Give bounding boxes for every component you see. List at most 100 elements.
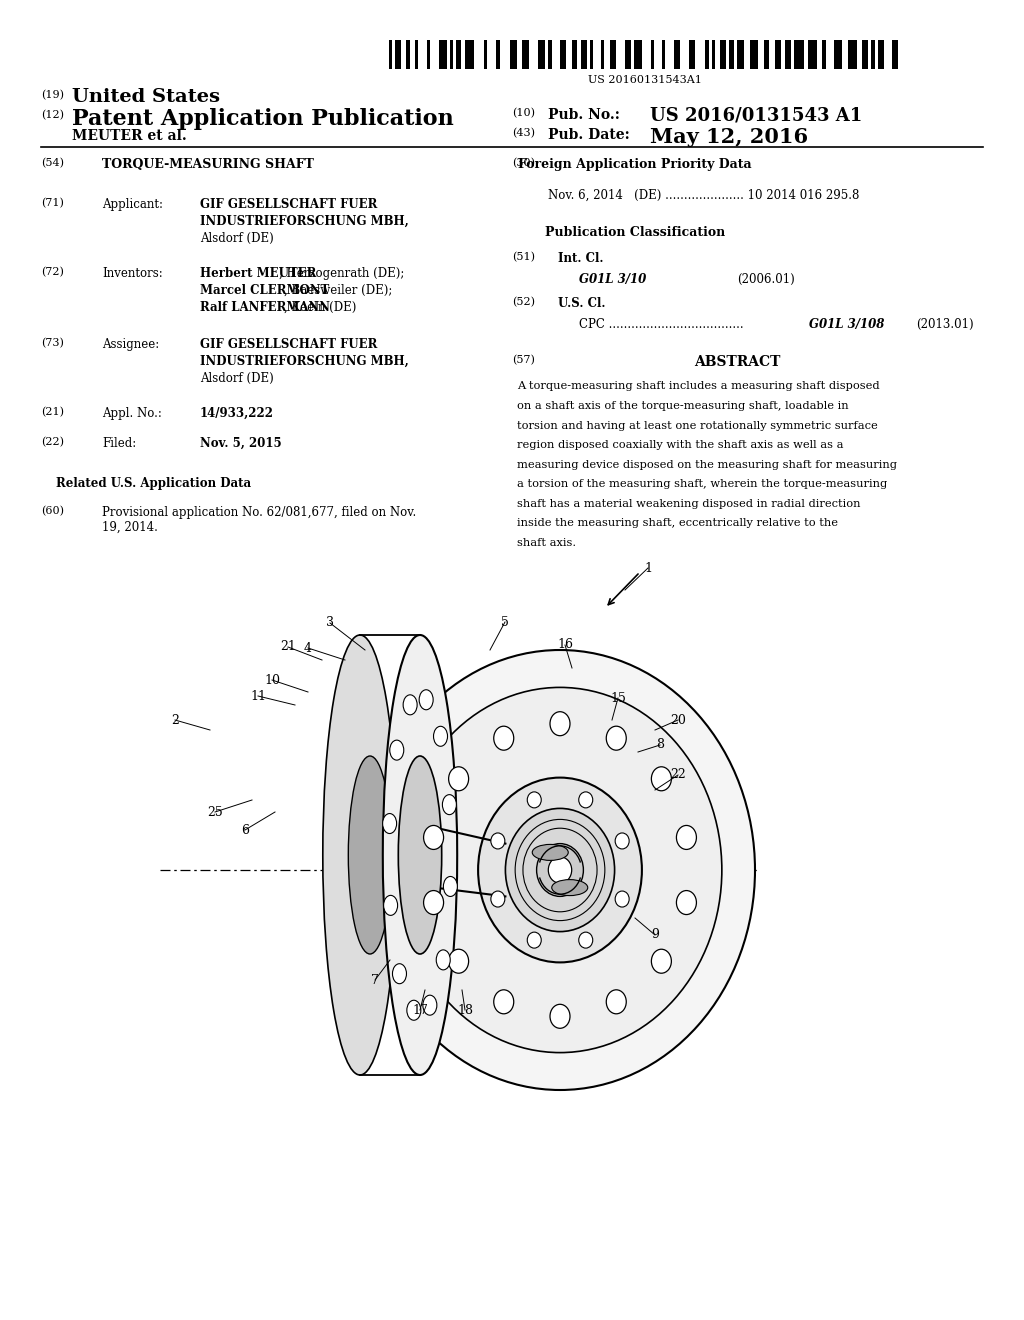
Text: (30): (30) — [512, 158, 535, 169]
Text: (21): (21) — [41, 407, 63, 417]
Bar — [590, 40, 593, 69]
Ellipse shape — [424, 891, 443, 915]
Ellipse shape — [478, 777, 642, 962]
Text: United States: United States — [72, 88, 220, 107]
Ellipse shape — [651, 767, 672, 791]
Text: , Herzogenrath (DE);: , Herzogenrath (DE); — [279, 267, 403, 280]
Bar — [764, 40, 769, 69]
Bar — [712, 40, 715, 69]
Text: 18: 18 — [457, 1003, 473, 1016]
Text: GIF GESELLSCHAFT FUER: GIF GESELLSCHAFT FUER — [200, 338, 377, 351]
Ellipse shape — [365, 649, 755, 1090]
Bar — [870, 40, 876, 69]
Ellipse shape — [615, 833, 629, 849]
Bar — [892, 40, 898, 69]
Ellipse shape — [390, 741, 403, 760]
Text: (2006.01): (2006.01) — [737, 273, 795, 286]
Ellipse shape — [407, 1001, 421, 1020]
Text: (2013.01): (2013.01) — [916, 318, 974, 331]
Ellipse shape — [606, 726, 627, 750]
Text: 20: 20 — [670, 714, 686, 726]
Ellipse shape — [403, 694, 417, 715]
Text: Pub. No.:: Pub. No.: — [548, 108, 620, 123]
Text: 21: 21 — [280, 640, 296, 653]
Bar — [785, 40, 792, 69]
Text: TORQUE-MEASURING SHAFT: TORQUE-MEASURING SHAFT — [102, 158, 314, 172]
Text: 15: 15 — [610, 692, 626, 705]
Bar — [774, 40, 780, 69]
Text: torsion and having at least one rotationally symmetric surface: torsion and having at least one rotation… — [517, 421, 878, 430]
Ellipse shape — [383, 813, 396, 833]
Bar — [861, 40, 867, 69]
Ellipse shape — [384, 895, 397, 915]
Text: 8: 8 — [656, 738, 664, 751]
Text: Related U.S. Application Data: Related U.S. Application Data — [56, 477, 251, 490]
Text: Alsdorf (DE): Alsdorf (DE) — [200, 232, 273, 246]
Ellipse shape — [579, 932, 593, 948]
Text: Nov. 6, 2014   (DE) ..................... 10 2014 016 295.8: Nov. 6, 2014 (DE) ..................... … — [548, 189, 859, 202]
Ellipse shape — [419, 690, 433, 710]
Text: 22: 22 — [670, 768, 686, 781]
Bar — [689, 40, 695, 69]
Text: US 20160131543A1: US 20160131543A1 — [588, 75, 702, 86]
Text: Appl. No.:: Appl. No.: — [102, 407, 162, 420]
Ellipse shape — [323, 635, 397, 1074]
Ellipse shape — [532, 845, 568, 861]
Bar — [483, 40, 486, 69]
Bar — [635, 40, 642, 69]
Text: shaft has a material weakening disposed in radial direction: shaft has a material weakening disposed … — [517, 499, 860, 508]
Ellipse shape — [449, 949, 469, 973]
Ellipse shape — [436, 950, 451, 970]
Ellipse shape — [651, 949, 672, 973]
Text: (57): (57) — [512, 355, 535, 366]
Text: (72): (72) — [41, 267, 63, 277]
Text: 16: 16 — [557, 639, 573, 652]
Ellipse shape — [494, 990, 514, 1014]
Text: 9: 9 — [651, 928, 658, 941]
Text: measuring device disposed on the measuring shaft for measuring: measuring device disposed on the measuri… — [517, 459, 897, 470]
Text: Publication Classification: Publication Classification — [545, 226, 725, 239]
Text: CPC ....................................: CPC .................................... — [579, 318, 743, 331]
Bar — [729, 40, 733, 69]
Ellipse shape — [398, 756, 441, 954]
Text: Patent Application Publication: Patent Application Publication — [72, 108, 454, 131]
Text: on a shaft axis of the torque-measuring shaft, loadable in: on a shaft axis of the torque-measuring … — [517, 401, 849, 411]
Text: (54): (54) — [41, 158, 63, 169]
Ellipse shape — [677, 891, 696, 915]
Text: 6: 6 — [241, 824, 249, 837]
Ellipse shape — [423, 995, 437, 1015]
Bar — [720, 40, 726, 69]
Bar — [835, 40, 842, 69]
Bar — [451, 40, 453, 69]
Ellipse shape — [490, 891, 505, 907]
Bar — [406, 40, 411, 69]
Text: INDUSTRIEFORSCHUNG MBH,: INDUSTRIEFORSCHUNG MBH, — [200, 355, 409, 368]
Text: inside the measuring shaft, eccentrically relative to the: inside the measuring shaft, eccentricall… — [517, 519, 838, 528]
Ellipse shape — [433, 726, 447, 746]
Text: Marcel CLERMONT: Marcel CLERMONT — [200, 284, 329, 297]
Text: May 12, 2016: May 12, 2016 — [650, 127, 808, 147]
Ellipse shape — [527, 792, 542, 808]
Text: Nov. 5, 2015: Nov. 5, 2015 — [200, 437, 282, 450]
Text: Herbert MEUTER: Herbert MEUTER — [200, 267, 316, 280]
Bar — [521, 40, 529, 69]
Bar — [539, 40, 545, 69]
Text: 14/933,222: 14/933,222 — [200, 407, 273, 420]
Text: Pub. Date:: Pub. Date: — [548, 128, 630, 143]
Ellipse shape — [424, 825, 443, 850]
Ellipse shape — [537, 843, 584, 896]
Text: 3: 3 — [326, 616, 334, 630]
Text: US 2016/0131543 A1: US 2016/0131543 A1 — [650, 107, 862, 125]
Ellipse shape — [677, 825, 696, 850]
Bar — [581, 40, 587, 69]
Bar — [465, 40, 474, 69]
Text: G01L 3/10: G01L 3/10 — [579, 273, 646, 286]
Bar — [548, 40, 552, 69]
Bar — [674, 40, 680, 69]
Bar — [751, 40, 758, 69]
Text: GIF GESELLSCHAFT FUER: GIF GESELLSCHAFT FUER — [200, 198, 377, 211]
Bar — [560, 40, 566, 69]
Text: Assignee:: Assignee: — [102, 338, 160, 351]
Bar — [427, 40, 430, 69]
Text: 17: 17 — [412, 1003, 428, 1016]
